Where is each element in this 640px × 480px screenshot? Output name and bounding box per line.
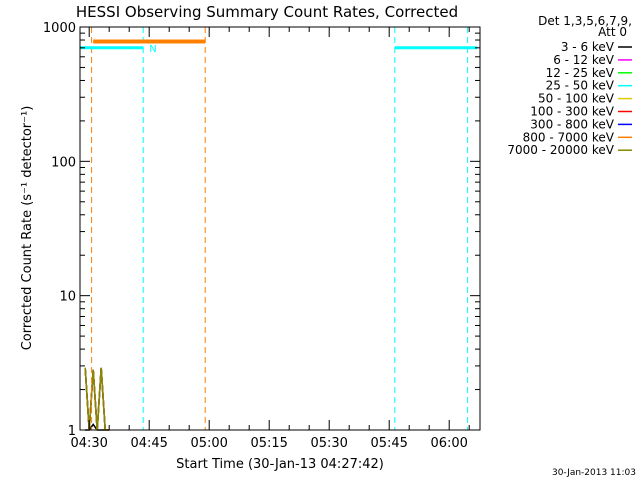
legend-label: 6 - 12 keV bbox=[553, 53, 615, 67]
x-tick-label: 05:30 bbox=[310, 436, 347, 451]
axis-layer: 1 10 100 1000 04:30 04:45 05:00 05:15 05:30 05:45… bbox=[43, 21, 480, 451]
y-tick-label: 10 bbox=[59, 290, 76, 305]
legend-label: 12 - 25 keV bbox=[546, 66, 615, 80]
x-axis-label: Start Time (30-Jan-13 04:27:42) bbox=[176, 457, 384, 472]
legend-label: 7000 - 20000 keV bbox=[507, 143, 614, 157]
y-tick-label: 1 bbox=[68, 424, 76, 439]
legend-header-line-1: Det 1,3,5,6,7,9, bbox=[538, 14, 632, 28]
plot-frame bbox=[79, 26, 481, 431]
x-tick-label: 04:30 bbox=[70, 436, 107, 451]
y-axis-label: Corrected Count Rate (s⁻¹ detector⁻¹) bbox=[20, 106, 35, 351]
legend-label: 100 - 300 keV bbox=[530, 105, 614, 119]
legend-label: 300 - 800 keV bbox=[530, 117, 614, 131]
legend-label: 3 - 6 keV bbox=[561, 40, 615, 54]
x-tick-label: 05:00 bbox=[190, 436, 227, 451]
marker-layer: N bbox=[80, 27, 478, 430]
interval-label: N bbox=[149, 44, 156, 55]
x-tick-label: 06:00 bbox=[430, 436, 467, 451]
legend-header-line-2: Att 0 bbox=[598, 25, 627, 39]
x-tick-label: 04:45 bbox=[130, 436, 167, 451]
timestamp: 30-Jan-2013 11:03 bbox=[552, 468, 636, 478]
legend-label: 50 - 100 keV bbox=[538, 92, 615, 106]
chart-title: HESSI Observing Summary Count Rates, Cor… bbox=[76, 3, 458, 21]
x-tick-label: 05:15 bbox=[250, 436, 287, 451]
legend-label: 25 - 50 keV bbox=[546, 79, 615, 93]
y-tick-label: 100 bbox=[51, 155, 76, 170]
legend-label: 800 - 7000 keV bbox=[523, 130, 615, 144]
x-tick-label: 05:45 bbox=[370, 436, 407, 451]
y-tick-label: 1000 bbox=[43, 21, 76, 36]
